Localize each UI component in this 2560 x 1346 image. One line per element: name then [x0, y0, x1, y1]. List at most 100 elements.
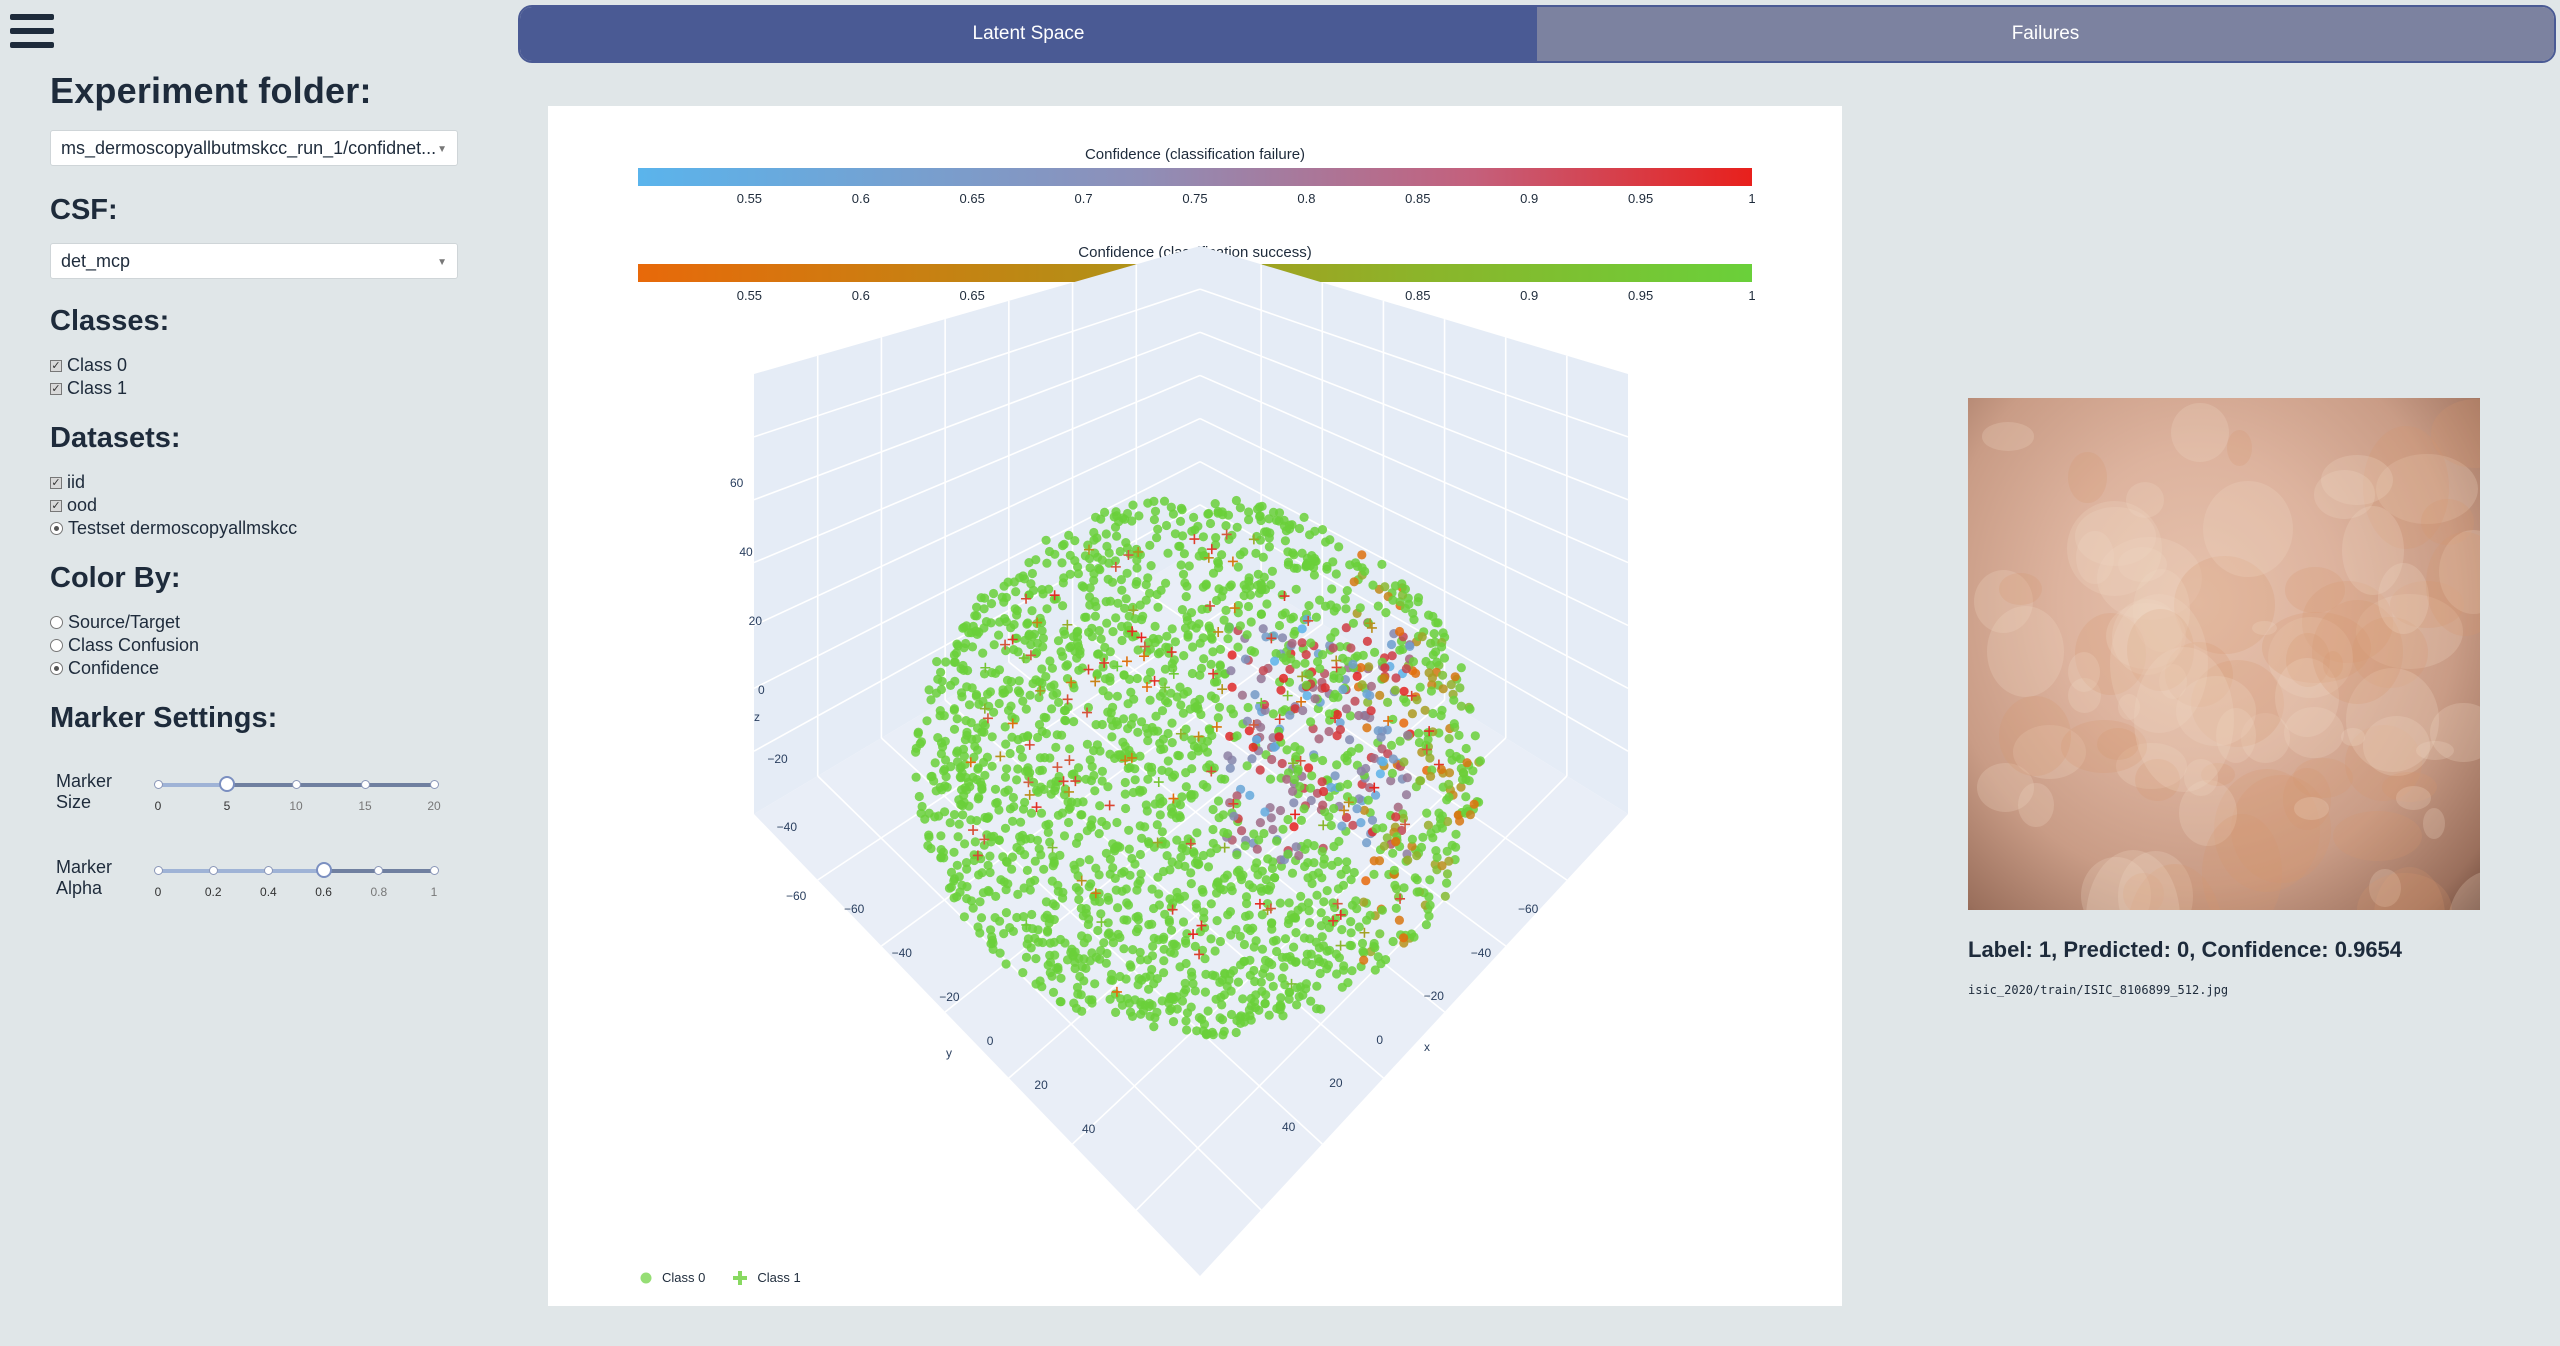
class-0-point[interactable] [949, 810, 960, 820]
class-1-point[interactable] [1007, 718, 1018, 729]
class-0-point[interactable] [1025, 690, 1035, 700]
class-0-point[interactable] [1414, 737, 1424, 748]
class-0-point[interactable] [1291, 928, 1301, 938]
class-0-point[interactable] [1058, 651, 1068, 661]
class-0-point[interactable] [1399, 883, 1409, 893]
class-0-point[interactable] [1130, 995, 1140, 1005]
class-0-point[interactable] [1177, 605, 1187, 615]
class-0-point[interactable] [1086, 879, 1096, 889]
class-0-point[interactable] [1160, 664, 1170, 674]
class-0-point[interactable] [1166, 925, 1177, 935]
class-0-point[interactable] [1383, 697, 1393, 707]
class-0-point[interactable] [1313, 657, 1323, 667]
class-0-point[interactable] [1028, 678, 1038, 689]
class-0-point[interactable] [1006, 623, 1016, 633]
class-0-point[interactable] [1226, 1009, 1237, 1020]
class-0-point[interactable] [1282, 745, 1292, 755]
class-0-point[interactable] [1371, 824, 1381, 834]
class-0-point[interactable] [1167, 857, 1177, 867]
class-0-point[interactable] [1095, 746, 1105, 756]
class-0-point[interactable] [1204, 724, 1214, 734]
class-0-point[interactable] [1150, 1013, 1160, 1023]
class-0-point[interactable] [1190, 941, 1200, 952]
class-1-point[interactable] [1047, 842, 1058, 853]
class-0-point[interactable] [1271, 649, 1281, 659]
class-0-point[interactable] [1135, 849, 1145, 860]
class-0-point[interactable] [973, 764, 983, 774]
class-0-point[interactable] [1123, 621, 1133, 631]
class-0-point[interactable] [1053, 636, 1064, 646]
class-1-point[interactable] [1185, 838, 1196, 849]
class-0-point[interactable] [1208, 804, 1218, 815]
class-0-point[interactable] [1129, 694, 1139, 704]
class-0-point[interactable] [1333, 856, 1343, 867]
class-0-point[interactable] [983, 885, 993, 896]
class-0-point[interactable] [1000, 722, 1010, 732]
class-0-point[interactable] [917, 801, 927, 812]
class-0-point[interactable] [1282, 774, 1292, 784]
class-0-point[interactable] [1224, 622, 1234, 632]
class-0-point[interactable] [1237, 690, 1247, 700]
class-0-point[interactable] [1182, 1008, 1193, 1018]
class-0-point[interactable] [1122, 543, 1133, 553]
class-0-point[interactable] [987, 732, 997, 742]
class-1-point[interactable] [1136, 632, 1147, 643]
class-0-point[interactable] [1185, 704, 1195, 714]
class-0-point[interactable] [1246, 993, 1256, 1004]
class-0-point[interactable] [1332, 760, 1342, 770]
class-0-point[interactable] [1179, 549, 1189, 559]
class-0-point[interactable] [1295, 782, 1305, 792]
class-0-point[interactable] [1326, 633, 1336, 643]
class-0-point[interactable] [1287, 955, 1297, 965]
class-0-point[interactable] [1058, 601, 1068, 611]
class-0-point[interactable] [1455, 816, 1465, 826]
class-0-point[interactable] [1036, 808, 1047, 818]
class-0-point[interactable] [1397, 825, 1407, 836]
class-0-point[interactable] [1313, 868, 1324, 878]
class-0-point[interactable] [1390, 685, 1400, 695]
class-0-point[interactable] [1332, 969, 1342, 979]
class-0-point[interactable] [1013, 764, 1023, 774]
class-0-point[interactable] [1215, 644, 1226, 654]
class-0-point[interactable] [1112, 531, 1122, 541]
class-1-point[interactable] [1139, 651, 1150, 662]
class-0-point[interactable] [1277, 590, 1287, 600]
class-0-point[interactable] [1248, 883, 1258, 893]
class-0-point[interactable] [1268, 507, 1279, 517]
class-0-point[interactable] [1290, 704, 1300, 714]
class-1-point[interactable] [1279, 591, 1290, 602]
class-0-point[interactable] [1369, 869, 1379, 880]
class-0-point[interactable] [916, 808, 926, 818]
class-0-point[interactable] [1456, 782, 1466, 792]
class-0-point[interactable] [1399, 757, 1409, 767]
class-1-point[interactable] [1288, 758, 1299, 769]
class-0-point[interactable] [1211, 533, 1221, 543]
class-0-point[interactable] [1317, 846, 1327, 857]
class-0-point[interactable] [1146, 561, 1156, 571]
class-0-point[interactable] [1206, 899, 1216, 909]
class-0-point[interactable] [985, 851, 995, 861]
class-0-point[interactable] [1438, 670, 1448, 680]
class-1-point[interactable] [1149, 675, 1160, 686]
class-0-point[interactable] [1180, 578, 1190, 588]
class-0-point[interactable] [940, 807, 950, 817]
class-0-point[interactable] [1244, 910, 1254, 920]
class-0-point[interactable] [1285, 710, 1295, 720]
class-0-point[interactable] [1244, 507, 1254, 517]
class-0-point[interactable] [967, 642, 978, 652]
class-0-point[interactable] [1320, 683, 1330, 693]
class-0-point[interactable] [1051, 776, 1061, 787]
class-0-point[interactable] [1341, 864, 1351, 875]
class-0-point[interactable] [1238, 870, 1248, 880]
class-0-point[interactable] [1442, 869, 1453, 879]
class-1-point[interactable] [1229, 603, 1240, 614]
class-0-point[interactable] [1152, 589, 1162, 600]
class-0-point[interactable] [1113, 598, 1123, 608]
dataset-ood-checkbox[interactable]: ✓ ood [50, 494, 470, 517]
class-0-point[interactable] [1219, 885, 1229, 895]
class-0-point[interactable] [1302, 614, 1312, 624]
class-0-point[interactable] [970, 741, 980, 751]
class-0-point[interactable] [1378, 757, 1388, 767]
class-0-point[interactable] [1283, 814, 1293, 825]
class-0-point[interactable] [1135, 751, 1145, 761]
